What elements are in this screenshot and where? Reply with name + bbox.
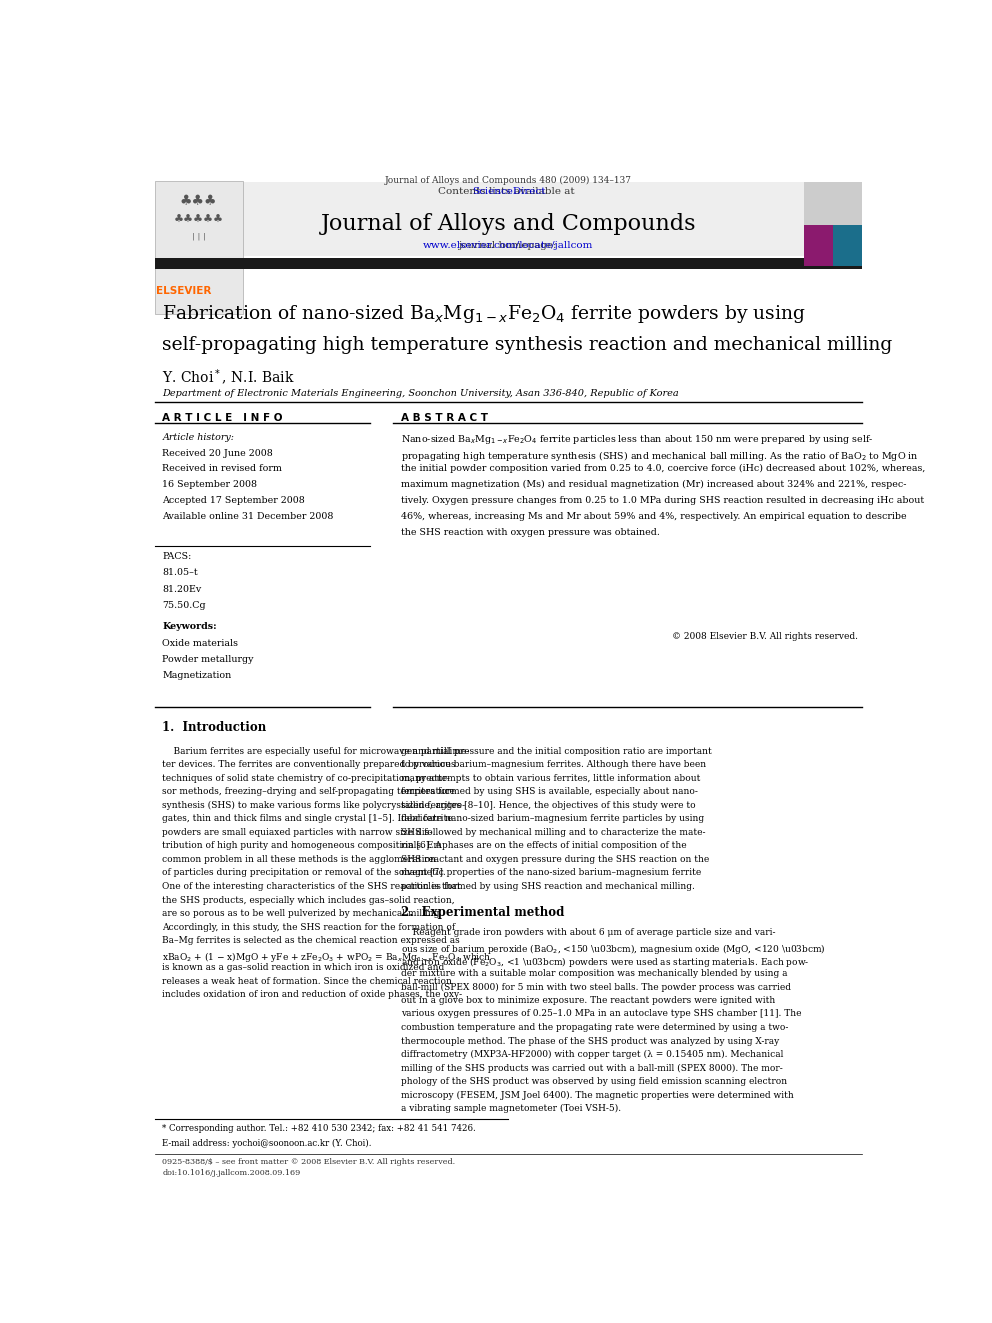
Text: out in a glove box to minimize exposure. The reactant powders were ignited with: out in a glove box to minimize exposure.… <box>401 996 775 1005</box>
FancyBboxPatch shape <box>833 225 862 266</box>
Text: Y. Choi$^*$, N.I. Baik: Y. Choi$^*$, N.I. Baik <box>163 368 296 388</box>
Text: synthesis (SHS) to make various forms like polycrystalline, aggre-: synthesis (SHS) to make various forms li… <box>163 800 465 810</box>
Text: fabricate nano-sized barium–magnesium ferrite particles by using: fabricate nano-sized barium–magnesium fe… <box>401 814 704 823</box>
Text: A B S T R A C T: A B S T R A C T <box>401 413 488 423</box>
Text: techniques of solid state chemistry of co-precipitation, precur-: techniques of solid state chemistry of c… <box>163 774 450 783</box>
Text: ous size of barium peroxide (BaO$_2$, <150 \u03bcm), magnesium oxide (MgO, <120 : ous size of barium peroxide (BaO$_2$, <1… <box>401 942 825 955</box>
Text: various oxygen pressures of 0.25–1.0 MPa in an autoclave type SHS chamber [11]. : various oxygen pressures of 0.25–1.0 MPa… <box>401 1009 802 1019</box>
Text: are so porous as to be well pulverized by mechanical milling.: are so porous as to be well pulverized b… <box>163 909 442 918</box>
Text: Oxide materials: Oxide materials <box>163 639 238 647</box>
Text: Received 20 June 2008: Received 20 June 2008 <box>163 448 273 458</box>
Text: sized ferrites [8–10]. Hence, the objectives of this study were to: sized ferrites [8–10]. Hence, the object… <box>401 800 695 810</box>
Text: propagating high temperature synthesis (SHS) and mechanical ball milling. As the: propagating high temperature synthesis (… <box>401 448 919 463</box>
FancyBboxPatch shape <box>243 183 805 255</box>
Text: ter devices. The ferrites are conventionally prepared by various: ter devices. The ferrites are convention… <box>163 761 456 769</box>
Text: phology of the SHS product was observed by using field emission scanning electro: phology of the SHS product was observed … <box>401 1077 787 1086</box>
Text: thermocouple method. The phase of the SHS product was analyzed by using X-ray: thermocouple method. The phase of the SH… <box>401 1037 779 1045</box>
Text: doi:10.1016/j.jallcom.2008.09.169: doi:10.1016/j.jallcom.2008.09.169 <box>163 1170 301 1177</box>
Text: One of the interesting characteristics of the SHS reaction is that: One of the interesting characteristics o… <box>163 882 461 892</box>
Text: ELSEVIER: ELSEVIER <box>157 286 211 296</box>
Text: ferrites formed by using SHS is available, especially about nano-: ferrites formed by using SHS is availabl… <box>401 787 697 796</box>
Text: powders are small equiaxed particles with narrow size dis-: powders are small equiaxed particles wit… <box>163 828 433 837</box>
Text: tribution of high purity and homogeneous composition [6]. A: tribution of high purity and homogeneous… <box>163 841 442 851</box>
Text: magnetic properties of the nano-sized barium–magnesium ferrite: magnetic properties of the nano-sized ba… <box>401 868 701 877</box>
Text: | | |: | | | <box>191 232 205 239</box>
Text: the SHS products, especially which includes gas–solid reaction,: the SHS products, especially which inclu… <box>163 896 455 905</box>
Text: microscopy (FESEM, JSM Joel 6400). The magnetic properties were determined with: microscopy (FESEM, JSM Joel 6400). The m… <box>401 1090 794 1099</box>
Text: ♣♣♣♣♣: ♣♣♣♣♣ <box>174 214 223 225</box>
Text: maximum magnetization (Ms) and residual magnetization (Mr) increased about 324% : maximum magnetization (Ms) and residual … <box>401 480 907 490</box>
Text: is known as a gas–solid reaction in which iron is oxidized and: is known as a gas–solid reaction in whic… <box>163 963 444 972</box>
Text: includes oxidation of iron and reduction of oxide phases, the oxy-: includes oxidation of iron and reduction… <box>163 991 462 999</box>
Text: Contents lists available at: Contents lists available at <box>438 188 578 196</box>
Text: the SHS reaction with oxygen pressure was obtained.: the SHS reaction with oxygen pressure wa… <box>401 528 660 537</box>
Text: Article history:: Article history: <box>163 433 234 442</box>
Text: to produce barium–magnesium ferrites. Although there have been: to produce barium–magnesium ferrites. Al… <box>401 761 706 769</box>
Text: A R T I C L E   I N F O: A R T I C L E I N F O <box>163 413 283 423</box>
Text: Ba–Mg ferrites is selected as the chemical reaction expressed as: Ba–Mg ferrites is selected as the chemic… <box>163 937 460 945</box>
Text: the initial powder composition varied from 0.25 to 4.0, coercive force (iHc) dec: the initial powder composition varied fr… <box>401 464 926 474</box>
Text: rials. Emphases are on the effects of initial composition of the: rials. Emphases are on the effects of in… <box>401 841 686 851</box>
Text: Keywords:: Keywords: <box>163 622 217 631</box>
Text: ball-mill (SPEX 8000) for 5 min with two steel balls. The powder process was car: ball-mill (SPEX 8000) for 5 min with two… <box>401 983 791 991</box>
FancyBboxPatch shape <box>805 183 862 225</box>
Text: * Corresponding author. Tel.: +82 410 530 2342; fax: +82 41 541 7426.: * Corresponding author. Tel.: +82 410 53… <box>163 1125 476 1134</box>
Text: Powder metallurgy: Powder metallurgy <box>163 655 254 664</box>
Text: www.elsevier.com/locate/jallcom: www.elsevier.com/locate/jallcom <box>424 241 593 250</box>
Text: Department of Electronic Materials Engineering, Soonchon University, Asan 336-84: Department of Electronic Materials Engin… <box>163 389 680 398</box>
Text: 2.  Experimental method: 2. Experimental method <box>401 906 564 918</box>
Text: 16 September 2008: 16 September 2008 <box>163 480 258 490</box>
Text: SHS followed by mechanical milling and to characterize the mate-: SHS followed by mechanical milling and t… <box>401 828 705 837</box>
Text: 1.  Introduction: 1. Introduction <box>163 721 267 734</box>
Text: gates, thin and thick films and single crystal [1–5]. Ideal ferrite: gates, thin and thick films and single c… <box>163 814 453 823</box>
Text: Fabrication of nano-sized Ba$_x$Mg$_{1-x}$Fe$_2$O$_4$ ferrite powders by using: Fabrication of nano-sized Ba$_x$Mg$_{1-x… <box>163 303 806 325</box>
Text: Journal of Alloys and Compounds 480 (2009) 134–137: Journal of Alloys and Compounds 480 (200… <box>385 176 632 185</box>
Text: xBaO$_2$ + (1 $-$ x)MgO + yFe + zFe$_2$O$_3$ + wPO$_2$ = Ba$_x$Mg$_{1-x}$Fe$_2$O: xBaO$_2$ + (1 $-$ x)MgO + yFe + zFe$_2$O… <box>163 950 492 963</box>
Text: Accepted 17 September 2008: Accepted 17 September 2008 <box>163 496 306 505</box>
Text: diffractometry (MXP3A-HF2000) with copper target (λ = 0.15405 nm). Mechanical: diffractometry (MXP3A-HF2000) with coppe… <box>401 1050 783 1060</box>
Text: Accordingly, in this study, the SHS reaction for the formation of: Accordingly, in this study, the SHS reac… <box>163 922 455 931</box>
Text: Barium ferrites are especially useful for microwave and millime-: Barium ferrites are especially useful fo… <box>163 746 470 755</box>
Text: Nano-sized Ba$_x$Mg$_{1-x}$Fe$_2$O$_4$ ferrite particles less than about 150 nm : Nano-sized Ba$_x$Mg$_{1-x}$Fe$_2$O$_4$ f… <box>401 433 873 446</box>
Text: tively. Oxygen pressure changes from 0.25 to 1.0 MPa during SHS reaction resulte: tively. Oxygen pressure changes from 0.2… <box>401 496 924 505</box>
Text: 81.05–t: 81.05–t <box>163 569 198 577</box>
FancyBboxPatch shape <box>805 225 833 266</box>
Text: self-propagating high temperature synthesis reaction and mechanical milling: self-propagating high temperature synthe… <box>163 336 893 355</box>
Text: ♣♣♣: ♣♣♣ <box>180 194 217 209</box>
Text: common problem in all these methods is the agglomeration: common problem in all these methods is t… <box>163 855 436 864</box>
Text: and iron oxide (Fe$_2$O$_3$, <1 \u03bcm) powders were used as starting materials: and iron oxide (Fe$_2$O$_3$, <1 \u03bcm)… <box>401 955 809 970</box>
Text: 46%, whereas, increasing Ms and Mr about 59% and 4%, respectively. An empirical : 46%, whereas, increasing Ms and Mr about… <box>401 512 907 521</box>
Text: der mixture with a suitable molar composition was mechanically blended by using : der mixture with a suitable molar compos… <box>401 968 788 978</box>
Text: sor methods, freezing–drying and self-propagating temperature: sor methods, freezing–drying and self-pr… <box>163 787 455 796</box>
Text: Available online 31 December 2008: Available online 31 December 2008 <box>163 512 334 521</box>
Text: gen partial pressure and the initial composition ratio are important: gen partial pressure and the initial com… <box>401 746 711 755</box>
Text: a vibrating sample magnetometer (Toei VSH-5).: a vibrating sample magnetometer (Toei VS… <box>401 1105 621 1114</box>
Text: © 2008 Elsevier B.V. All rights reserved.: © 2008 Elsevier B.V. All rights reserved… <box>673 632 858 642</box>
Text: Reagent grade iron powders with about 6 μm of average particle size and vari-: Reagent grade iron powders with about 6 … <box>401 929 776 937</box>
Text: Magnetization: Magnetization <box>163 671 232 680</box>
Text: journal homepage:: journal homepage: <box>457 241 559 250</box>
Text: combustion temperature and the propagating rate were determined by using a two-: combustion temperature and the propagati… <box>401 1023 788 1032</box>
Text: of particles during precipitation or removal of the solvent [7].: of particles during precipitation or rem… <box>163 868 446 877</box>
Text: Received in revised form: Received in revised form <box>163 464 283 474</box>
Text: 75.50.Cg: 75.50.Cg <box>163 601 206 610</box>
Text: many attempts to obtain various ferrites, little information about: many attempts to obtain various ferrites… <box>401 774 700 783</box>
FancyBboxPatch shape <box>155 258 862 269</box>
Text: releases a weak heat of formation. Since the chemical reaction: releases a weak heat of formation. Since… <box>163 976 452 986</box>
Text: SHS reactant and oxygen pressure during the SHS reaction on the: SHS reactant and oxygen pressure during … <box>401 855 709 864</box>
Text: ScienceDirect: ScienceDirect <box>471 188 546 196</box>
Text: 81.20Ev: 81.20Ev <box>163 585 201 594</box>
Text: milling of the SHS products was carried out with a ball-mill (SPEX 8000). The mo: milling of the SHS products was carried … <box>401 1064 783 1073</box>
Text: Journal of Alloys and Compounds: Journal of Alloys and Compounds <box>320 213 696 234</box>
Text: particles formed by using SHS reaction and mechanical milling.: particles formed by using SHS reaction a… <box>401 882 694 892</box>
Text: 0925-8388/$ – see front matter © 2008 Elsevier B.V. All rights reserved.: 0925-8388/$ – see front matter © 2008 El… <box>163 1158 455 1166</box>
FancyBboxPatch shape <box>805 183 862 266</box>
FancyBboxPatch shape <box>155 181 243 314</box>
Text: PACS:: PACS: <box>163 552 191 561</box>
Text: E-mail address: yochoi@soonoon.ac.kr (Y. Choi).: E-mail address: yochoi@soonoon.ac.kr (Y.… <box>163 1139 372 1148</box>
